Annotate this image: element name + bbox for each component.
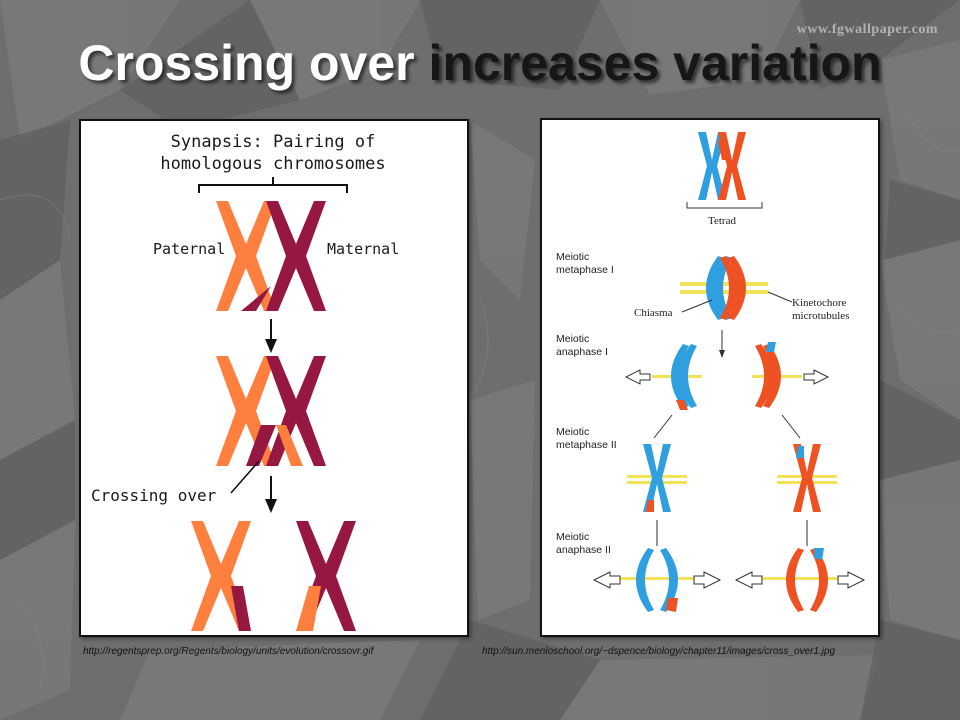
kinetochore-pointer xyxy=(767,291,793,303)
arrow-right-icon xyxy=(837,571,866,589)
arrow-left-icon xyxy=(734,571,763,589)
meiosis-diagram-panel: Tetrad Meiotic metaphase I Chiasma Kinet… xyxy=(540,118,880,637)
paternal-chromosome-stage2 xyxy=(216,356,276,466)
microtubules-label: microtubules xyxy=(792,310,849,322)
arrow-left-icon xyxy=(624,369,651,385)
anaphase-i-left xyxy=(652,344,702,410)
arrow-right-icon xyxy=(693,571,722,589)
title-part-white: Crossing over xyxy=(78,35,415,91)
arrow-down-2 xyxy=(265,476,277,513)
tetrad-bracket xyxy=(686,202,763,209)
heading-line1: Synapsis: Pairing of xyxy=(171,132,376,152)
metaphase-ii-left xyxy=(627,444,687,512)
maternal-label: Maternal xyxy=(327,240,399,258)
kinetochore-label: Kinetochore xyxy=(792,297,846,309)
crossing-over-label: Crossing over xyxy=(91,486,217,505)
anaphase-ii-right xyxy=(762,548,852,612)
synapsis-diagram-panel: Synapsis: Pairing of homologous chromoso… xyxy=(79,119,469,637)
label-meiotic-2: Meiotic xyxy=(556,333,589,345)
title-part-dark: increases variation xyxy=(428,35,882,91)
label-metaphase-i: metaphase I xyxy=(556,264,614,276)
pairing-bracket xyxy=(198,177,348,193)
label-meiotic-4: Meiotic xyxy=(556,531,589,543)
heading-line2: homologous chromosomes xyxy=(160,154,385,174)
label-meiotic-1: Meiotic xyxy=(556,251,589,263)
label-metaphase-ii: metaphase II xyxy=(556,439,617,451)
recombinant-paternal xyxy=(191,521,251,631)
meiosis-diagram: Tetrad Meiotic metaphase I Chiasma Kinet… xyxy=(556,132,866,612)
tetrad-chromosomes xyxy=(698,132,746,200)
metaphase-i-chromosomes xyxy=(680,256,768,320)
recombinant-maternal xyxy=(296,521,356,631)
crossover-segment-a xyxy=(246,425,276,466)
arrow-left-icon xyxy=(592,571,621,589)
arrow-down-1 xyxy=(265,319,277,353)
arrow-to-metaphase-ii-left xyxy=(653,414,673,439)
label-meiotic-3: Meiotic xyxy=(556,426,589,438)
synapsis-diagram: Synapsis: Pairing of homologous chromoso… xyxy=(91,132,399,631)
label-anaphase-i: anaphase I xyxy=(556,346,608,358)
anaphase-ii-left xyxy=(612,548,702,612)
crossing-pointer xyxy=(230,460,260,494)
chiasma-pointer xyxy=(681,299,713,313)
crossover-segment-b xyxy=(276,425,303,466)
slide-title: Crossing over increases variation xyxy=(0,34,960,92)
tetrad-label: Tetrad xyxy=(708,215,736,227)
maternal-overlap xyxy=(241,286,271,311)
watermark: www.fgwallpaper.com xyxy=(796,22,938,37)
anaphase-i-right xyxy=(752,342,802,408)
maternal-chromosome-stage1 xyxy=(266,201,326,311)
paternal-label: Paternal xyxy=(153,240,225,258)
caption-right-url[interactable]: http://sun.menloschool.org/~dspence/biol… xyxy=(482,646,836,657)
caption-left-url[interactable]: http://regentsprep.org/Regents/biology/u… xyxy=(83,646,374,657)
arrow-to-metaphase-ii-right xyxy=(781,414,801,439)
arrow-right-icon xyxy=(803,369,830,385)
chiasma-label: Chiasma xyxy=(634,307,673,319)
label-anaphase-ii: anaphase II xyxy=(556,544,611,556)
metaphase-ii-right xyxy=(777,444,837,512)
